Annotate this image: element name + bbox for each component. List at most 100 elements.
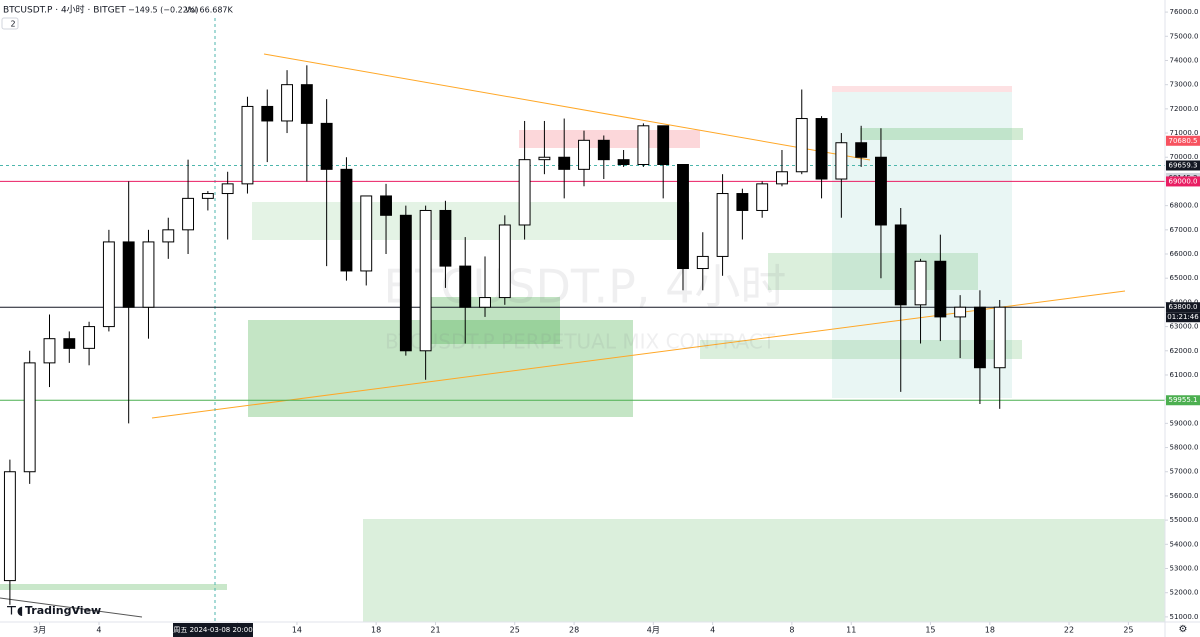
brand-logo: ⊤◖ [6, 604, 23, 618]
candle-body [340, 168, 353, 272]
crosshair-time: 周五 2024-03-08 20:00 [173, 626, 252, 634]
x-tick-label: 25 [510, 626, 520, 635]
candle-body [538, 156, 551, 161]
zone [363, 519, 1165, 622]
y-tick-label: 55000.0 [1170, 516, 1199, 524]
x-tick-label: 28 [569, 626, 579, 635]
candle-body [875, 156, 887, 226]
y-tick-label: 75000.0 [1170, 32, 1199, 40]
x-tick-label: 11 [846, 626, 856, 635]
price-tag: 69000.0 [1169, 177, 1198, 185]
trend-line [0, 597, 143, 618]
y-tick-label: 71000.0 [1170, 129, 1199, 137]
price-tag-bg [1166, 135, 1200, 146]
indicator-toggle[interactable] [1, 17, 19, 30]
long-position-stop [832, 86, 1012, 92]
zone [252, 202, 690, 240]
x-tick-label: 22 [1064, 626, 1074, 635]
y-tick-label: 62000.0 [1170, 347, 1199, 355]
candle-body [142, 241, 155, 308]
candle-body [756, 183, 769, 211]
candle-body [795, 118, 808, 173]
candle-body [459, 265, 472, 308]
candle-body [182, 197, 195, 231]
candle-body [399, 214, 412, 352]
candle-body [934, 260, 947, 318]
drawings [0, 18, 1165, 622]
x-tick-label: 8 [789, 626, 794, 635]
candle-body [657, 125, 670, 166]
candle-body [23, 362, 36, 473]
candle-body [43, 338, 56, 364]
price-tag-bg [1166, 302, 1200, 313]
y-tick-label: 66000.0 [1170, 250, 1199, 258]
y-tick-label: 59000.0 [1170, 419, 1199, 427]
x-tick-label: 18 [371, 626, 381, 635]
candle-body [993, 306, 1006, 369]
y-tick-label: 63000.0 [1170, 323, 1199, 331]
watermark: BTCUSDT.P, 4小时 [384, 260, 787, 314]
candle-body [518, 159, 531, 226]
price-tag: 59955.1 [1169, 396, 1198, 404]
crosshair-time-bg [173, 623, 253, 637]
candle-body [300, 84, 313, 124]
y-tick-label: 61000.0 [1170, 371, 1199, 379]
zone [430, 297, 560, 344]
zone [700, 340, 1022, 359]
y-tick-label: 53000.0 [1170, 565, 1199, 573]
candle-body [360, 195, 373, 272]
candle-body [3, 471, 16, 582]
candle-body [677, 164, 689, 270]
indicator-count[interactable]: 2 [10, 20, 15, 29]
settings-button[interactable]: ⚙ [1179, 624, 1188, 635]
candle-body [558, 156, 571, 170]
y-tick-label: 76000.0 [1170, 8, 1199, 16]
x-tick-label: 25 [1123, 626, 1133, 635]
x-tick-label: 4 [96, 626, 101, 635]
candle-body [162, 229, 175, 243]
y-tick-label: 67000.0 [1170, 226, 1199, 234]
candle-body [281, 84, 293, 122]
y-tick-label: 73000.0 [1170, 81, 1199, 89]
candle-body [736, 193, 749, 211]
candle-body [419, 209, 432, 352]
price-change: −149.5 (−0.22%) [128, 6, 199, 15]
candle-body [815, 118, 828, 180]
candle-body [578, 139, 590, 170]
candle-body [637, 125, 650, 166]
candle-body [914, 260, 927, 306]
candle-body [261, 105, 274, 122]
candle-body [63, 338, 76, 349]
candle-body [439, 209, 452, 267]
candle-body [617, 159, 630, 166]
candle-body [973, 306, 986, 369]
countdown: 01:21:46 [1167, 313, 1199, 321]
x-tick-label: 21 [430, 626, 440, 635]
candle-body [597, 139, 610, 161]
countdown-bg [1166, 312, 1200, 323]
y-tick-label: 51000.0 [1170, 613, 1199, 621]
candle-body [835, 142, 848, 180]
brand-name: TradingView [25, 604, 101, 617]
y-tick-label: 65000.0 [1170, 274, 1199, 282]
candle-body [498, 224, 511, 299]
candle-body [855, 142, 868, 158]
zone [248, 320, 633, 417]
candle-body [954, 306, 967, 318]
volume: Vol 66.687K [185, 6, 234, 15]
y-tick-label: 74000.0 [1170, 56, 1199, 64]
x-tick-label: 3月 [33, 626, 46, 635]
y-tick-label: 58000.0 [1170, 444, 1199, 452]
y-tick-label: 68000.0 [1170, 202, 1199, 210]
plot [0, 65, 1165, 605]
y-tick-label: 52000.0 [1170, 589, 1199, 597]
crosshair-price-tag: 69659.3 [1169, 161, 1198, 169]
candle-body [241, 105, 254, 185]
candle-body [479, 297, 491, 308]
price-tag: 70680.5 [1169, 137, 1198, 145]
x-tick-label: 4 [710, 626, 715, 635]
candle-body [380, 195, 392, 216]
candle-body [83, 326, 96, 349]
candle-body [102, 241, 115, 328]
